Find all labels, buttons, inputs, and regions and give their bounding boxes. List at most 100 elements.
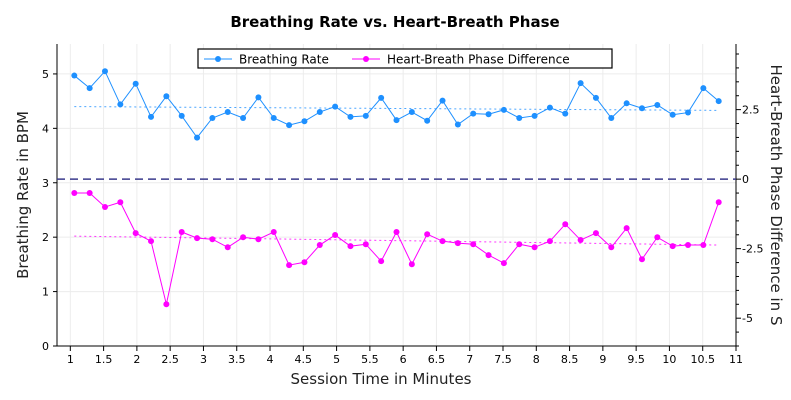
y2-tick-label: 2.5 [742, 104, 760, 117]
phase-point [163, 301, 170, 308]
x-tick-label: 8.5 [561, 353, 579, 366]
x-tick-label: 8 [533, 353, 540, 366]
legend-marker-phase [363, 56, 369, 62]
phase-point [270, 228, 277, 235]
breathing-point [485, 111, 492, 118]
breathing-point [316, 109, 323, 116]
phase-series-line [74, 192, 720, 305]
breathing-point [332, 103, 339, 110]
phase-point [439, 238, 446, 245]
breathing-point [255, 94, 262, 101]
phase-point [132, 230, 139, 237]
breathing-point [608, 115, 615, 122]
breathing-point [86, 85, 93, 92]
x-tick-label: 7.5 [494, 353, 512, 366]
phase-point [715, 199, 722, 206]
breathing-point [669, 111, 676, 118]
phase-point [454, 240, 461, 247]
y-tick-label: 0 [42, 340, 49, 353]
phase-point [608, 244, 615, 251]
legend-marker-breathing [215, 56, 221, 62]
breathing-point [224, 109, 231, 116]
x-tick-label: 9 [599, 353, 606, 366]
phase-point [194, 235, 201, 242]
breathing-point [685, 109, 692, 116]
chart-title: Breathing Rate vs. Heart-Breath Phase [230, 13, 559, 31]
phase-point [623, 225, 630, 232]
y2-axis-label: Heart-Breath Phase Difference in S [767, 65, 785, 326]
breathing-point [270, 115, 277, 122]
breathing-point [531, 112, 538, 119]
phase-point [393, 228, 400, 235]
breathing-point [163, 93, 170, 100]
x-tick-label: 6 [400, 353, 407, 366]
phase-point [424, 231, 431, 238]
breathing-point [240, 115, 247, 122]
breathing-point [117, 101, 124, 108]
x-axis-label: Session Time in Minutes [291, 370, 472, 388]
breathing-point [393, 117, 400, 124]
breathing-point [301, 118, 308, 125]
y-axis-label: Breathing Rate in BPM [14, 111, 32, 279]
breathing-point [500, 106, 507, 113]
x-tick-label: 10.5 [690, 353, 715, 366]
phase-point [148, 238, 155, 245]
x-tick-label: 1.5 [95, 353, 113, 366]
x-tick-label: 1 [67, 353, 74, 366]
breathing-point [132, 80, 139, 87]
x-tick-label: 5.5 [361, 353, 379, 366]
x-tick-label: 3.5 [228, 353, 246, 366]
phase-point [654, 234, 661, 241]
y2-tick-label: -5 [742, 312, 753, 325]
x-tick-label: 4.5 [295, 353, 313, 366]
breathing-point [715, 98, 722, 105]
breathing-trendline [74, 106, 719, 111]
phase-point [500, 260, 507, 267]
y-tick-label: 3 [42, 177, 49, 190]
x-tick-label: 11 [729, 353, 743, 366]
phase-point [378, 258, 385, 265]
x-tick-label: 6.5 [428, 353, 446, 366]
phase-point [485, 252, 492, 259]
phase-point [685, 242, 692, 249]
breathing-point [178, 112, 185, 119]
breathing-point [194, 134, 201, 141]
phase-point [240, 234, 247, 241]
breathing-point [424, 117, 431, 124]
phase-point [255, 236, 262, 243]
breathing-point [592, 94, 599, 101]
phase-point [577, 237, 584, 244]
breathing-point [516, 115, 523, 122]
x-tick-label: 2 [133, 353, 140, 366]
phase-point [86, 190, 93, 197]
y-tick-label: 4 [42, 122, 49, 135]
breathing-point [408, 109, 415, 116]
legend-label-breathing: Breathing Rate [239, 53, 329, 67]
legend: Breathing Rate Heart-Breath Phase Differ… [197, 48, 613, 69]
x-tick-label: 9.5 [627, 353, 645, 366]
y-tick-label: 5 [42, 68, 49, 81]
phase-point [286, 262, 293, 269]
breathing-point [562, 110, 569, 117]
breathing-point [654, 101, 661, 108]
phase-point [117, 199, 124, 206]
y2-tick-label: -2.5 [742, 243, 763, 256]
phase-point [638, 256, 645, 263]
breathing-point [347, 113, 354, 120]
breathing-point [470, 110, 477, 117]
y2-tick-label: 0 [742, 173, 749, 186]
breathing-point [454, 121, 461, 128]
phase-point [178, 228, 185, 235]
y-tick-label: 1 [42, 286, 49, 299]
x-tick-label: 2.5 [161, 353, 179, 366]
breathing-point [638, 105, 645, 112]
phase-point [408, 261, 415, 268]
breathing-point [101, 68, 108, 75]
phase-point [101, 203, 108, 210]
x-tick-label: 10 [662, 353, 676, 366]
phase-point [332, 232, 339, 239]
phase-point [669, 243, 676, 250]
phase-point [700, 242, 707, 249]
phase-point [71, 190, 78, 197]
